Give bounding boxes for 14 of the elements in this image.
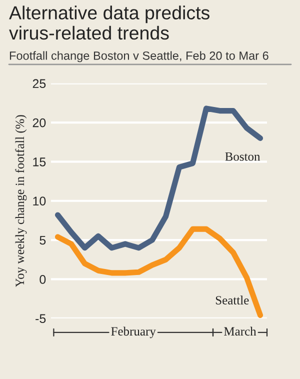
y-tick-label: 10 — [33, 196, 46, 206]
y-axis-title: Yoy weekly change in footfall (%) — [15, 115, 27, 288]
y-tick-label: 5 — [40, 236, 46, 245]
y-tick-label: 15 — [33, 158, 46, 166]
y-tick-label: 25 — [32, 79, 46, 88]
chart-title: Alternative data predicts virus-related trends — [9, 6, 210, 40]
text: February — [111, 326, 156, 338]
series-label: Seattle — [216, 296, 249, 304]
y-tick-label: 20 — [32, 118, 46, 128]
series-label: Boston — [225, 152, 260, 161]
chart-subtitle: Footfall change Boston v Seattle, Feb 20 to Mar 6 — [10, 51, 268, 62]
y-tick-label: 0 — [40, 274, 46, 284]
y-tick-label: -5 — [36, 314, 46, 324]
text: March — [224, 326, 256, 336]
